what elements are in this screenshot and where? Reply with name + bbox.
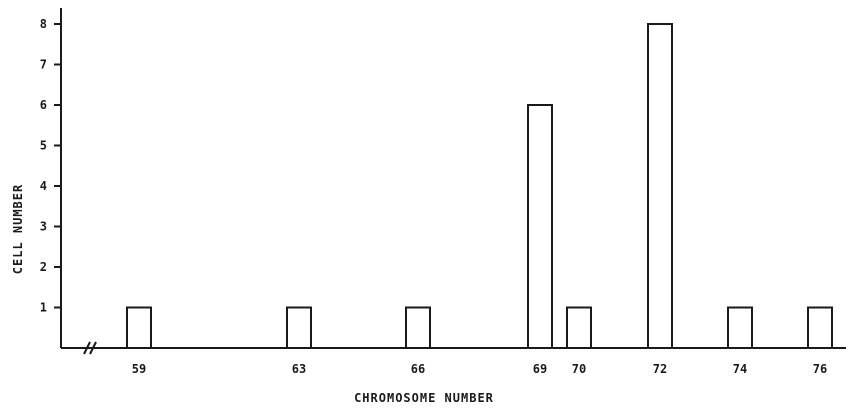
x-axis-title: CHROMOSOME NUMBER — [354, 391, 494, 405]
bar-76 — [807, 306, 833, 349]
x-tick-label: 72 — [653, 362, 667, 376]
x-tick-label: 66 — [411, 362, 425, 376]
x-tick-label: 74 — [733, 362, 747, 376]
y-axis-title: CELL NUMBER — [11, 184, 25, 274]
y-tick-label: 1 — [40, 301, 47, 315]
bar-70 — [566, 306, 592, 349]
bar-66 — [405, 306, 431, 349]
x-tick-label: 76 — [813, 362, 827, 376]
bars — [126, 23, 833, 349]
bar-72 — [647, 23, 673, 349]
bar-59 — [126, 306, 152, 349]
x-tick-label: 70 — [572, 362, 586, 376]
bar-69 — [527, 104, 553, 349]
y-tick-label: 6 — [40, 98, 47, 112]
y-axis-ticks: 1 2 3 4 5 6 7 8 — [40, 17, 61, 315]
x-tick-label: 59 — [132, 362, 146, 376]
y-tick-label: 5 — [40, 139, 47, 153]
x-axis-ticks: 59 63 66 69 70 72 74 76 — [132, 362, 827, 376]
y-tick-label: 7 — [40, 58, 47, 72]
y-tick-label: 4 — [40, 179, 47, 193]
y-tick-label: 8 — [40, 17, 47, 31]
axis-break-mark — [83, 341, 97, 355]
y-tick-label: 3 — [40, 220, 47, 234]
x-tick-label: 63 — [292, 362, 306, 376]
x-tick-label: 69 — [533, 362, 547, 376]
y-tick-label: 2 — [40, 260, 47, 274]
bar-63 — [286, 306, 312, 349]
bar-74 — [727, 306, 753, 349]
